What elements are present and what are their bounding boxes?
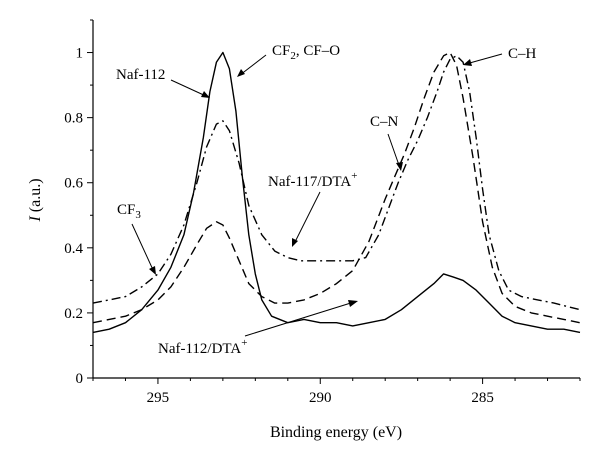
annotation-cn: C–N xyxy=(370,114,399,130)
annotation-cf3-arrowhead xyxy=(149,266,156,275)
annotation-ch-arrowhead xyxy=(463,59,472,66)
series-line-naf-112 xyxy=(92,51,581,334)
annotation-naf117-main: Naf-117/DTA xyxy=(268,174,351,190)
axis-ticks: 295 290 285 0 0.2 0.4 0.6 0.8 1 xyxy=(64,19,581,406)
plot-frame xyxy=(92,20,580,379)
series-group xyxy=(92,51,581,334)
x-tick-label: 295 xyxy=(147,390,170,406)
x-tick-label: 285 xyxy=(471,390,494,406)
annotation-naf112-arrow xyxy=(170,79,209,98)
annotation-cf2-rest: , CF–O xyxy=(296,43,340,59)
annotation-cf2: CF2, CF–O xyxy=(272,43,340,62)
annotation-naf112dta-sup: + xyxy=(241,337,247,349)
annotation-cn-arrow xyxy=(387,133,401,169)
y-tick-label: 0.2 xyxy=(64,306,83,322)
annotations: Naf-112 CF2, CF–O C–N C–H CF3 Naf-117/DT… xyxy=(116,43,537,357)
annotation-cf2-arrow xyxy=(239,54,267,76)
x-axis-title: Binding energy (eV) xyxy=(270,424,402,441)
annotation-naf112dta: Naf-112/DTA+ xyxy=(158,337,247,357)
annotation-naf112-arrowhead xyxy=(201,91,210,98)
y-tick-label: 0 xyxy=(76,371,84,387)
annotation-cf2-sub: 2 xyxy=(290,50,296,62)
annotation-cf3-sub: 3 xyxy=(135,209,141,221)
y-tick-label: 1 xyxy=(76,46,84,62)
annotation-cf3-main: CF xyxy=(117,202,135,218)
y-axis-title: I (a.u.) xyxy=(27,178,44,222)
annotation-naf117-arrow xyxy=(293,191,321,245)
annotation-naf117-arrowhead xyxy=(292,238,298,247)
y-tick-label: 0.4 xyxy=(64,241,83,257)
annotation-naf112dta-arrow xyxy=(244,301,355,337)
annotation-naf117-sup: + xyxy=(351,170,357,182)
annotation-cf2-arrowhead xyxy=(237,69,245,77)
y-axis-title-symbol: I xyxy=(27,216,44,223)
annotation-naf112dta-main: Naf-112/DTA xyxy=(158,341,241,357)
annotation-naf117: Naf-117/DTA+ xyxy=(268,170,357,190)
annotation-ch-arrow xyxy=(465,53,503,65)
annotation-cf3-arrow xyxy=(131,223,155,273)
y-tick-label: 0.8 xyxy=(64,111,83,127)
annotation-naf112: Naf-112 xyxy=(116,67,165,83)
annotation-ch: C–H xyxy=(508,46,537,62)
y-tick-label: 0.6 xyxy=(64,176,83,192)
series-line-naf-112-dta- xyxy=(92,51,581,324)
series-line-naf-117-dta- xyxy=(92,55,581,311)
annotation-cf2-main: CF xyxy=(272,43,290,59)
x-tick-label: 290 xyxy=(309,390,332,406)
annotation-naf112dta-arrowhead xyxy=(348,300,358,307)
y-axis-title-unit: (a.u.) xyxy=(27,178,44,216)
annotation-cf3: CF3 xyxy=(117,202,141,221)
annotation-cn-arrowhead xyxy=(396,162,403,171)
